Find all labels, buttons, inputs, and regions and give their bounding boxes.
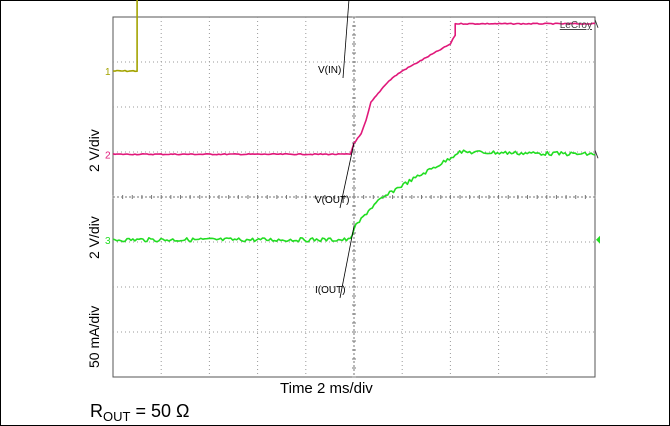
vin-trace xyxy=(112,0,138,73)
annotation-vin: V(IN) xyxy=(318,65,341,76)
lecroy-logo: LeCroy xyxy=(560,20,592,31)
annotation-vout-leader xyxy=(339,142,355,209)
y-axis-label-iout: 50 mA/div xyxy=(86,305,102,368)
x-axis-label: Time 2 ms/div xyxy=(280,380,373,397)
annotation-vin-leader xyxy=(342,0,350,79)
trace-end-marker xyxy=(594,150,599,159)
y-axis-label-vout: 2 V/div xyxy=(86,216,102,259)
y-axis-label-vin: 2 V/div xyxy=(86,129,102,172)
rout-subscript: OUT xyxy=(103,409,131,424)
iout-offset-marker xyxy=(596,235,600,244)
channel-marker: 1 xyxy=(105,67,111,78)
channel-marker: 3 xyxy=(105,236,111,247)
channel-marker: 2 xyxy=(105,150,111,161)
rout-caption: ROUT = 50 Ω xyxy=(90,401,189,424)
rout-value: = 50 Ω xyxy=(130,401,190,421)
annotation-iout-leader xyxy=(339,226,355,299)
vout-trace xyxy=(112,22,596,156)
annotation-iout: I(OUT) xyxy=(315,285,346,296)
rout-prefix: R xyxy=(90,401,103,421)
iout-trace xyxy=(112,149,596,243)
annotation-vout: V(OUT) xyxy=(315,195,349,206)
trace-end-marker xyxy=(594,19,599,28)
